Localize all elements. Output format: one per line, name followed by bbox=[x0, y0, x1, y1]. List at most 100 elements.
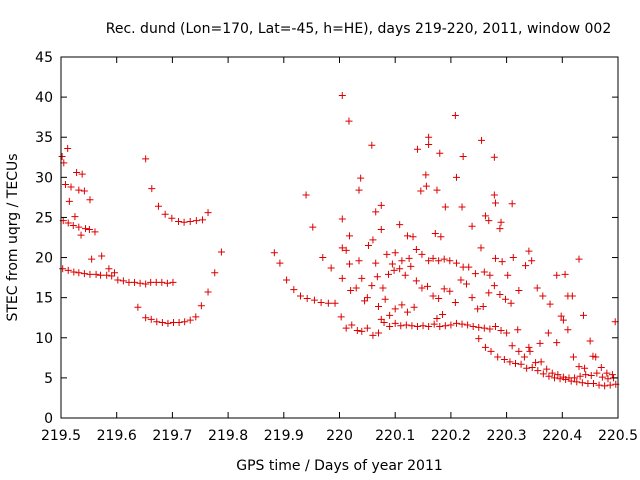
data-point bbox=[490, 191, 498, 199]
data-point bbox=[589, 352, 597, 360]
data-point bbox=[355, 186, 363, 194]
data-point bbox=[417, 187, 425, 195]
data-point bbox=[557, 312, 565, 320]
data-point bbox=[452, 173, 460, 181]
data-point bbox=[197, 302, 205, 310]
data-point bbox=[551, 374, 559, 382]
data-points bbox=[58, 92, 620, 390]
data-point bbox=[468, 222, 476, 230]
data-point bbox=[507, 299, 515, 307]
data-point bbox=[403, 308, 411, 316]
data-point bbox=[391, 319, 399, 327]
data-point bbox=[425, 323, 433, 331]
y-tick-label: 0 bbox=[44, 411, 53, 427]
data-point bbox=[211, 269, 219, 277]
data-point bbox=[369, 331, 377, 339]
data-point bbox=[536, 339, 544, 347]
data-point bbox=[337, 313, 345, 321]
data-point bbox=[78, 170, 86, 178]
data-point bbox=[346, 232, 354, 240]
data-point bbox=[500, 355, 508, 363]
data-point bbox=[148, 185, 156, 193]
data-point bbox=[525, 343, 533, 351]
x-tick-label: 219.5 bbox=[41, 428, 81, 444]
data-point bbox=[64, 144, 72, 152]
data-point bbox=[464, 321, 472, 329]
data-point bbox=[388, 260, 396, 268]
data-point bbox=[70, 268, 78, 276]
data-point bbox=[180, 218, 188, 226]
data-point bbox=[436, 149, 444, 157]
data-point bbox=[433, 315, 441, 323]
data-point bbox=[554, 371, 562, 379]
data-point bbox=[474, 305, 482, 313]
data-point bbox=[353, 327, 361, 335]
data-point bbox=[573, 378, 581, 386]
x-tick-label: 219.7 bbox=[152, 428, 192, 444]
data-point bbox=[181, 318, 189, 326]
data-point bbox=[425, 133, 433, 141]
y-tick-label: 45 bbox=[35, 50, 53, 66]
data-point bbox=[372, 259, 380, 267]
data-point bbox=[503, 329, 511, 337]
data-point bbox=[391, 249, 399, 257]
data-point bbox=[364, 242, 372, 250]
y-axis-label: STEC from uqrg / TECUs bbox=[5, 153, 21, 321]
data-point bbox=[142, 280, 150, 288]
data-point bbox=[496, 290, 504, 298]
data-point bbox=[310, 296, 318, 304]
data-point bbox=[398, 257, 406, 265]
x-tick-label: 219.6 bbox=[97, 428, 137, 444]
data-point bbox=[422, 182, 430, 190]
data-point bbox=[408, 322, 416, 330]
data-point bbox=[168, 214, 176, 222]
data-point bbox=[485, 289, 493, 297]
x-tick-label: 220.2 bbox=[431, 428, 471, 444]
data-point bbox=[386, 323, 394, 331]
data-point bbox=[439, 311, 447, 319]
data-point bbox=[303, 294, 311, 302]
data-point bbox=[131, 278, 139, 286]
data-point bbox=[441, 203, 449, 211]
data-point bbox=[61, 181, 69, 189]
data-point bbox=[358, 327, 366, 335]
data-point bbox=[575, 363, 583, 371]
data-point bbox=[405, 254, 413, 262]
data-point bbox=[539, 370, 547, 378]
data-point bbox=[598, 373, 606, 381]
data-point bbox=[192, 217, 200, 225]
data-point bbox=[158, 278, 166, 286]
data-point bbox=[491, 323, 499, 331]
data-point bbox=[103, 271, 111, 279]
data-point bbox=[97, 271, 105, 279]
data-point bbox=[440, 255, 448, 263]
data-point bbox=[425, 140, 433, 148]
data-point bbox=[75, 223, 83, 231]
data-point bbox=[435, 294, 443, 302]
data-point bbox=[396, 265, 404, 273]
data-point bbox=[525, 247, 533, 255]
y-tick-label: 5 bbox=[44, 371, 53, 387]
data-point bbox=[379, 284, 387, 292]
data-point bbox=[386, 311, 394, 319]
y-axis-ticks: 0 5 10 15 20 25 30 35 40 45 bbox=[35, 50, 618, 427]
data-point bbox=[161, 210, 169, 218]
data-point bbox=[175, 319, 183, 327]
data-point bbox=[465, 263, 473, 271]
data-point bbox=[345, 117, 353, 125]
data-point bbox=[606, 381, 614, 389]
y-tick-label: 25 bbox=[35, 210, 53, 226]
data-point bbox=[192, 313, 200, 321]
data-point bbox=[491, 199, 499, 207]
data-point bbox=[490, 282, 498, 290]
data-point bbox=[186, 316, 194, 324]
data-point bbox=[412, 246, 420, 254]
data-point bbox=[514, 326, 522, 334]
data-point bbox=[357, 174, 365, 182]
data-point bbox=[88, 255, 96, 263]
data-point bbox=[204, 288, 212, 296]
data-point bbox=[105, 265, 113, 273]
data-point bbox=[77, 231, 85, 239]
data-point bbox=[418, 284, 426, 292]
data-point bbox=[556, 375, 564, 383]
